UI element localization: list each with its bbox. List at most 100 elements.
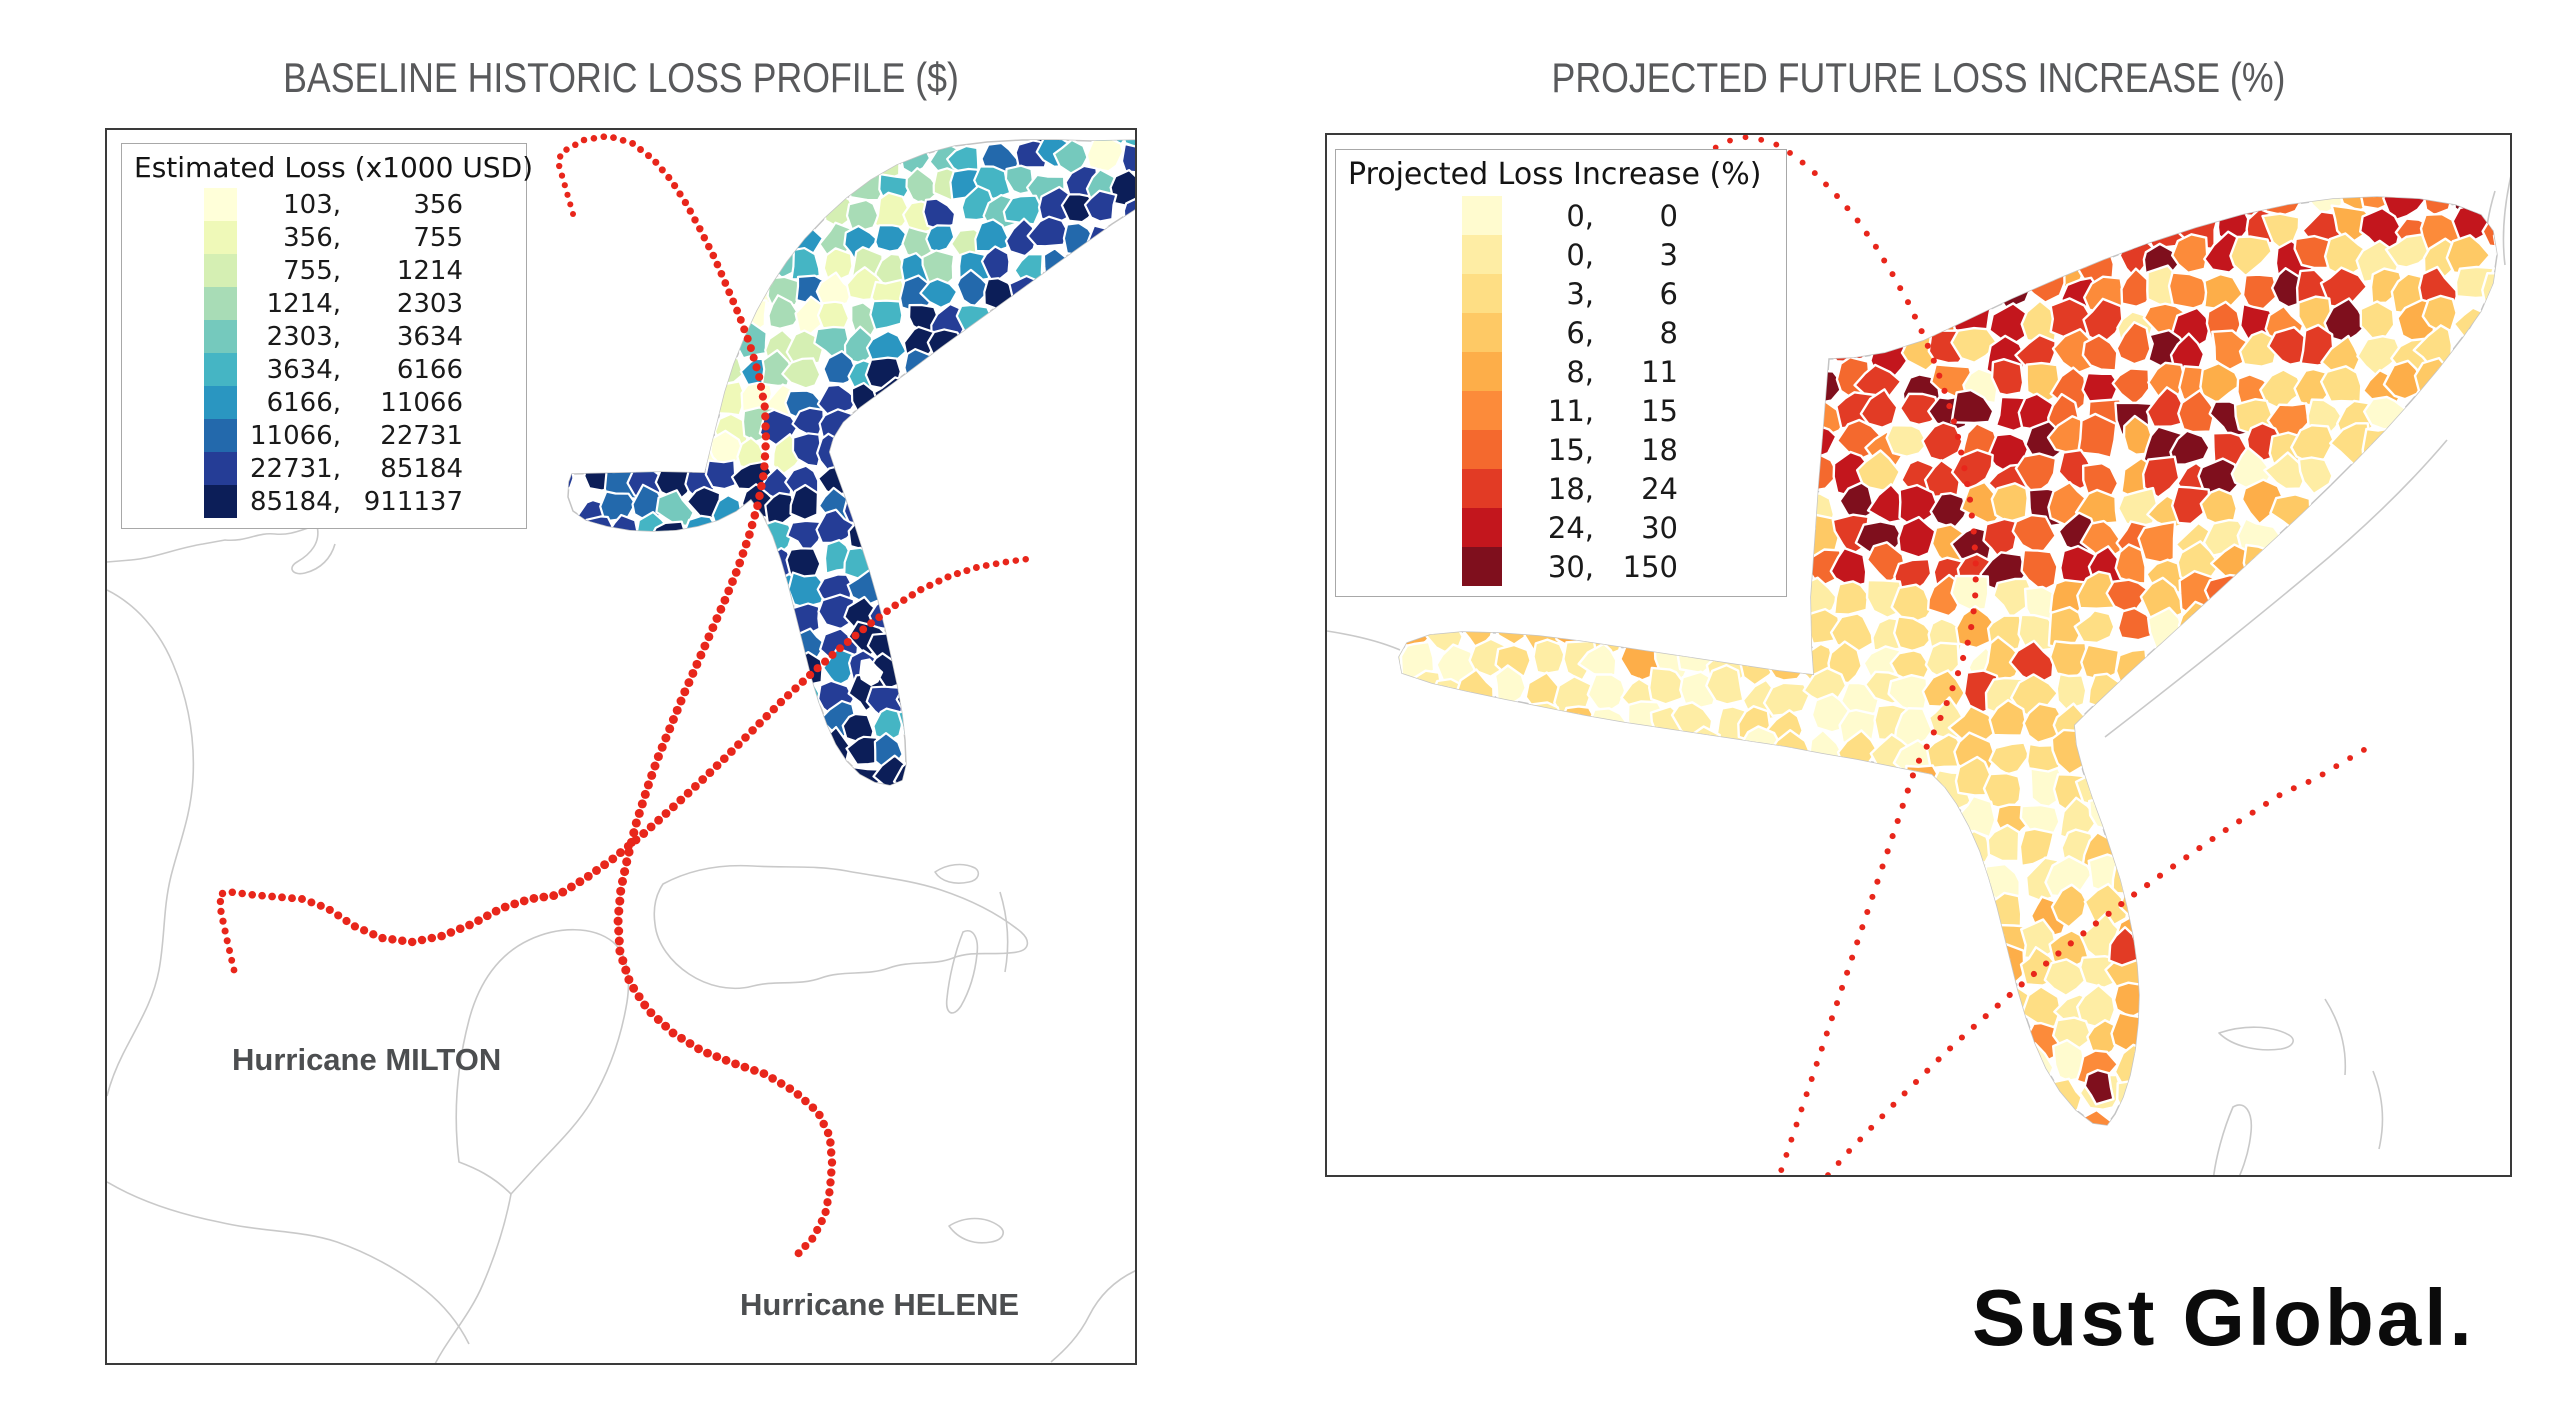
legend-swatch bbox=[1462, 196, 1502, 235]
legend-bin-max: 85184 bbox=[380, 453, 463, 484]
legend-bin-min: 24, bbox=[1547, 510, 1594, 545]
legend-bin-min: 11, bbox=[1547, 393, 1594, 428]
legend-bin-max: 755 bbox=[413, 222, 463, 253]
legend-bin-max: 2303 bbox=[396, 288, 463, 319]
legend-bin-min: 1214, bbox=[266, 288, 341, 319]
legend-bin-max: 356 bbox=[413, 189, 463, 220]
legend-title: Projected Loss Increase (%) bbox=[1348, 157, 1762, 192]
legend-bin-min: 103, bbox=[283, 189, 341, 220]
legend-row: 18, 24 bbox=[1336, 469, 1786, 508]
legend-bin-min: 11066, bbox=[250, 420, 341, 451]
legend-bin-max: 6166 bbox=[396, 354, 463, 385]
legend-swatch bbox=[204, 287, 237, 320]
legend-bin-max: 150 bbox=[1622, 549, 1678, 584]
figure-title-projected: PROJECTED FUTURE LOSS INCREASE (%) bbox=[1551, 54, 2286, 101]
legend-bin-max: 8 bbox=[1659, 315, 1678, 350]
legend-row: 3634, 6166 bbox=[122, 353, 526, 386]
legend-row: 85184, 911137 bbox=[122, 485, 526, 518]
legend-row: 1214, 2303 bbox=[122, 287, 526, 320]
legend-bin-min: 6166, bbox=[266, 387, 341, 418]
legend-swatch bbox=[204, 254, 237, 287]
legend-row: 8, 11 bbox=[1336, 352, 1786, 391]
legend-row: 22731, 85184 bbox=[122, 452, 526, 485]
legend-bin-min: 3634, bbox=[266, 354, 341, 385]
legend-row: 3, 6 bbox=[1336, 274, 1786, 313]
legend-swatch bbox=[204, 452, 237, 485]
hurricane-track-milton bbox=[216, 555, 1029, 974]
legend-row: 2303, 3634 bbox=[122, 320, 526, 353]
map-panel-baseline: Estimated Loss (x1000 USD) 103, 356 356, 75… bbox=[105, 128, 1137, 1365]
legend-bin-max: 30 bbox=[1641, 510, 1678, 545]
legend-bin-max: 1214 bbox=[396, 255, 463, 286]
legend-row: 11, 15 bbox=[1336, 391, 1786, 430]
legend-bin-max: 18 bbox=[1641, 432, 1678, 467]
legend-swatch bbox=[204, 419, 237, 452]
legend-swatch bbox=[1462, 469, 1502, 508]
legend-bin-min: 2303, bbox=[266, 321, 341, 352]
legend-bin-min: 30, bbox=[1547, 549, 1594, 584]
legend-bin-min: 85184, bbox=[250, 486, 341, 517]
legend-bin-min: 15, bbox=[1547, 432, 1594, 467]
legend-row: 0, 3 bbox=[1336, 235, 1786, 274]
hurricane-track-helene bbox=[556, 133, 837, 1258]
legend-row: 15, 18 bbox=[1336, 430, 1786, 469]
legend-bin-max: 911137 bbox=[363, 486, 463, 517]
legend-swatch bbox=[204, 221, 237, 254]
legend-row: 0, 0 bbox=[1336, 196, 1786, 235]
legend-swatch bbox=[204, 320, 237, 353]
legend-swatch bbox=[204, 353, 237, 386]
legend-bin-min: 356, bbox=[283, 222, 341, 253]
legend-bin-min: 6, bbox=[1566, 315, 1594, 350]
legend-swatch bbox=[1462, 274, 1502, 313]
legend-rows: 0, 0 0, 3 3, 6 6, 8 8, 11 11, 15 15, 18 18, 24 24, 30 30, 1… bbox=[1336, 196, 1786, 586]
legend-bin-max: 15 bbox=[1641, 393, 1678, 428]
sust-global-logo: Sust Global. bbox=[1972, 1273, 2475, 1362]
legend-row: 6, 8 bbox=[1336, 313, 1786, 352]
choropleth-map-projected bbox=[1327, 135, 2510, 1175]
legend-bin-min: 755, bbox=[283, 255, 341, 286]
legend-swatch bbox=[1462, 235, 1502, 274]
figure-title-baseline: BASELINE HISTORIC LOSS PROFILE ($) bbox=[283, 54, 959, 101]
legend-bin-max: 11066 bbox=[380, 387, 463, 418]
legend-projected-loss: Projected Loss Increase (%) 0, 0 0, 3 3, 6 6, 8… bbox=[1335, 149, 1787, 597]
legend-bin-min: 8, bbox=[1566, 354, 1594, 389]
legend-swatch bbox=[204, 386, 237, 419]
legend-bin-max: 0 bbox=[1659, 198, 1678, 233]
legend-rows: 103, 356 356, 755 755, 1214 1214, 2303 2303, 3634… bbox=[122, 188, 526, 518]
legend-swatch bbox=[1462, 352, 1502, 391]
legend-row: 30, 150 bbox=[1336, 547, 1786, 586]
choropleth-map-baseline bbox=[107, 133, 1135, 1363]
county-choropleth bbox=[568, 140, 1135, 785]
legend-bin-max: 6 bbox=[1659, 276, 1678, 311]
county-choropleth bbox=[1399, 197, 2497, 1125]
legend-bin-max: 3634 bbox=[396, 321, 463, 352]
legend-bin-max: 24 bbox=[1641, 471, 1678, 506]
legend-row: 6166, 11066 bbox=[122, 386, 526, 419]
map-panel-projected: Projected Loss Increase (%) 0, 0 0, 3 3, 6 6, 8… bbox=[1325, 133, 2512, 1177]
legend-title: Estimated Loss (x1000 USD) bbox=[134, 151, 534, 184]
legend-swatch bbox=[204, 485, 237, 518]
hurricane-label-helene: Hurricane HELENE bbox=[740, 1287, 1020, 1322]
legend-row: 103, 356 bbox=[122, 188, 526, 221]
legend-bin-min: 22731, bbox=[250, 453, 341, 484]
legend-bin-max: 3 bbox=[1659, 237, 1678, 272]
legend-swatch bbox=[1462, 313, 1502, 352]
hurricane-track-milton bbox=[1825, 746, 2367, 1175]
hurricane-label-milton: Hurricane MILTON bbox=[232, 1042, 502, 1077]
legend-bin-min: 0, bbox=[1566, 198, 1594, 233]
legend-row: 11066, 22731 bbox=[122, 419, 526, 452]
legend-swatch bbox=[1462, 430, 1502, 469]
legend-swatch bbox=[1462, 547, 1502, 586]
legend-bin-max: 22731 bbox=[380, 420, 463, 451]
legend-row: 24, 30 bbox=[1336, 508, 1786, 547]
legend-bin-min: 18, bbox=[1547, 471, 1594, 506]
legend-row: 755, 1214 bbox=[122, 254, 526, 287]
legend-swatch bbox=[1462, 391, 1502, 430]
legend-bin-min: 0, bbox=[1566, 237, 1594, 272]
legend-swatch bbox=[204, 188, 237, 221]
legend-row: 356, 755 bbox=[122, 221, 526, 254]
legend-swatch bbox=[1462, 508, 1502, 547]
legend-bin-min: 3, bbox=[1566, 276, 1594, 311]
legend-bin-max: 11 bbox=[1641, 354, 1678, 389]
legend-estimated-loss: Estimated Loss (x1000 USD) 103, 356 356, 75… bbox=[121, 143, 534, 529]
